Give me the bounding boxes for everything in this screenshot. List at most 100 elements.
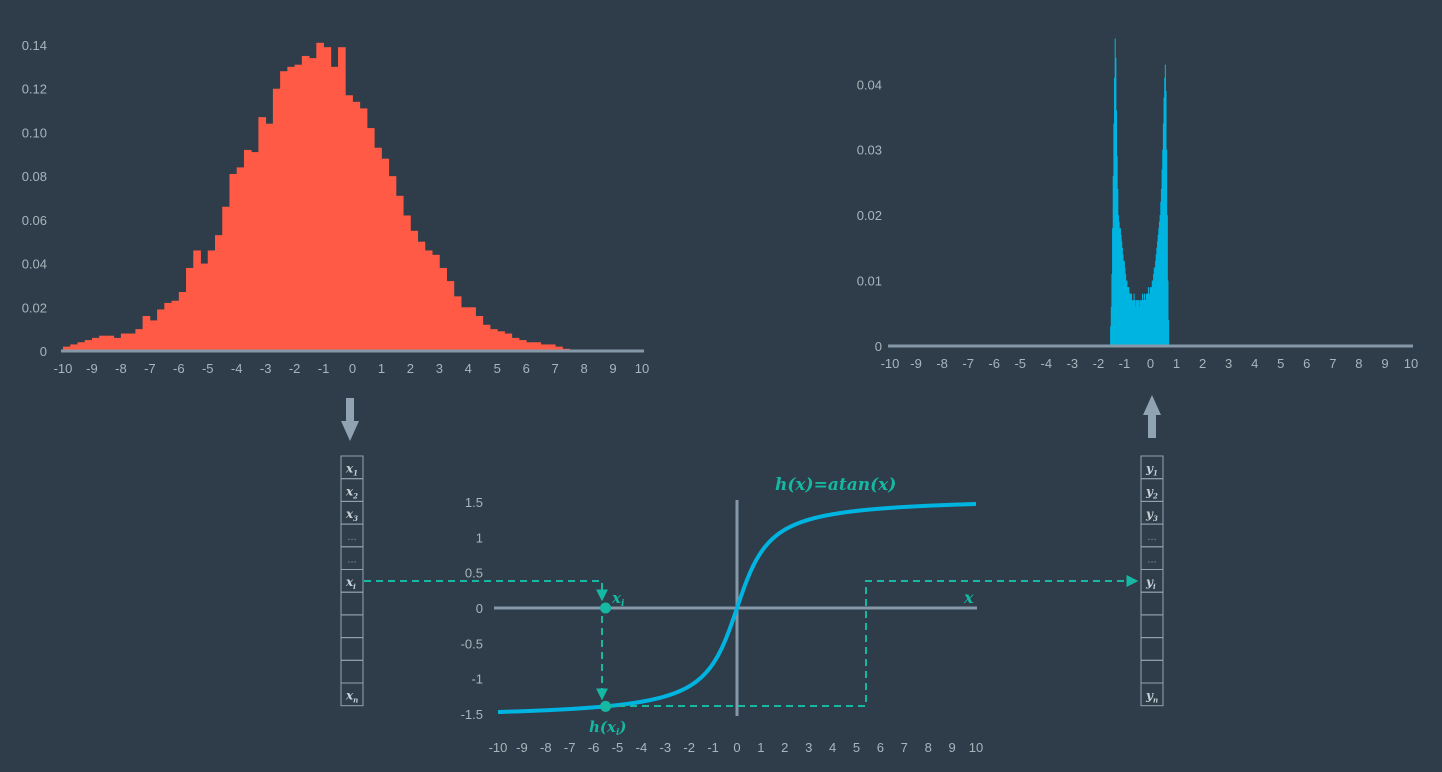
input-vector-cell-label: xi xyxy=(345,575,356,591)
histogram-bar xyxy=(1110,306,1112,346)
y-tick-label: 0.04 xyxy=(857,77,882,92)
histogram-bar xyxy=(424,250,433,351)
histogram-bar xyxy=(1155,254,1157,346)
histogram-bar xyxy=(504,333,513,351)
y-tick-label: 0 xyxy=(476,601,483,616)
histogram-bar xyxy=(1151,287,1153,346)
x-tick-label: 0 xyxy=(349,361,356,376)
x-tick-label: -9 xyxy=(910,356,922,371)
histogram-bar xyxy=(1166,149,1168,346)
histogram-bar xyxy=(482,324,491,351)
y-tick-label: 0.02 xyxy=(22,300,47,315)
x-tick-label: -2 xyxy=(683,740,695,755)
y-tick-label: 0.01 xyxy=(857,274,882,289)
histogram-bar xyxy=(294,64,303,352)
histogram-bar xyxy=(1138,306,1140,346)
x-tick-label: 4 xyxy=(1251,356,1258,371)
input-vector-cell xyxy=(340,591,364,616)
x-tick-label: 4 xyxy=(829,740,836,755)
histogram-bar xyxy=(1140,300,1142,346)
histogram-bar xyxy=(1161,169,1163,346)
histogram-bar xyxy=(1126,280,1128,346)
histogram-bar xyxy=(200,263,209,351)
x-tick-label: 9 xyxy=(948,740,955,755)
output-vector-cell-label: y3 xyxy=(1145,507,1158,523)
x-tick-label: -7 xyxy=(962,356,974,371)
x-tick-label: -4 xyxy=(1041,356,1053,371)
x-tick-label: -10 xyxy=(881,356,900,371)
x-tick-label: -5 xyxy=(1014,356,1026,371)
histogram-bar xyxy=(1124,267,1126,346)
histogram-bar xyxy=(1119,228,1121,346)
histogram-bar xyxy=(214,235,223,351)
y-tick-label: 0.03 xyxy=(857,143,882,158)
x-tick-label: 2 xyxy=(1199,356,1206,371)
histogram-bar xyxy=(1129,293,1131,346)
y-tick-label: 0.08 xyxy=(22,169,47,184)
histogram-bar xyxy=(526,342,534,351)
function-title: h(x)=atan(x) xyxy=(775,475,896,495)
x-tick-label: -3 xyxy=(1067,356,1079,371)
histogram-bar xyxy=(120,333,129,351)
histogram-bar xyxy=(77,342,86,351)
histogram-bar xyxy=(1134,306,1136,346)
y-tick-label: -0.5 xyxy=(461,636,483,651)
x-tick-label: -4 xyxy=(636,740,648,755)
input-vector-ellipsis: ... xyxy=(347,531,356,543)
input-histogram: -10 -9 -8 -7 -6 -5 -4 -3 -2 -1 0 1 2 3 4 5 6 7 8 9 1000.020.… xyxy=(22,38,650,376)
histogram-bar xyxy=(243,149,252,351)
x-tick-label: 7 xyxy=(1329,356,1336,371)
histogram-bar xyxy=(547,344,556,351)
histogram-bar xyxy=(1128,287,1130,346)
output-vector-cell xyxy=(1140,591,1164,616)
histogram-bar xyxy=(280,71,288,351)
histogram-bar xyxy=(330,66,339,351)
y-tick-label: -1 xyxy=(471,672,483,687)
histogram-bar xyxy=(1131,300,1133,346)
histogram-bar xyxy=(128,333,136,351)
histogram-bar xyxy=(1153,267,1155,346)
x-tick-label: -2 xyxy=(1093,356,1105,371)
histogram-bar xyxy=(301,55,310,352)
x-tick-label: 3 xyxy=(1225,356,1232,371)
histogram-bar xyxy=(1136,300,1138,346)
x-tick-label: -1 xyxy=(318,361,330,376)
x-tick-label: -8 xyxy=(936,356,948,371)
output-vector-cell-label: y2 xyxy=(1145,484,1158,500)
histogram-bar xyxy=(1158,228,1160,346)
histogram-bar xyxy=(1155,260,1157,346)
x-tick-label: -3 xyxy=(660,740,672,755)
histogram-bar xyxy=(533,342,542,351)
x-tick-label: 6 xyxy=(523,361,530,376)
histogram-bar xyxy=(395,195,404,351)
histogram-bar xyxy=(258,117,267,351)
histogram-bar xyxy=(497,331,505,351)
output-vector-cell xyxy=(1140,614,1164,639)
output-vector-ellipsis: ... xyxy=(1147,531,1156,543)
x-tick-label: 1 xyxy=(378,361,385,376)
histogram-bar xyxy=(272,88,281,351)
histogram-bar xyxy=(229,173,238,351)
output-vector-cell xyxy=(1140,637,1164,661)
sample-input-point xyxy=(600,602,612,614)
histogram-bar xyxy=(1115,110,1118,347)
histogram-bar xyxy=(1119,228,1121,346)
histogram-bar xyxy=(135,329,144,351)
x-tick-label: 8 xyxy=(1355,356,1362,371)
histogram-bar xyxy=(63,346,71,351)
histogram-bar xyxy=(1150,287,1152,346)
y-tick-label: 0 xyxy=(40,344,47,359)
histogram-bar xyxy=(1117,215,1119,346)
histogram-bar xyxy=(1157,241,1159,346)
histogram-bar xyxy=(1167,280,1169,346)
histogram-bar xyxy=(1121,241,1123,346)
output-histogram: -10 -9 -8 -7 -6 -5 -4 -3 -2 -1 0 1 2 3 4 5 6 7 8 9 1000.010.… xyxy=(857,38,1418,371)
x-tick-label: -9 xyxy=(86,361,98,376)
histogram-bar xyxy=(1152,280,1154,346)
histogram-bar xyxy=(1165,90,1167,346)
x-tick-label: -1 xyxy=(1119,356,1131,371)
x-tick-label: 1 xyxy=(1173,356,1180,371)
histogram-bar xyxy=(381,158,390,351)
x-tick-label: 6 xyxy=(877,740,884,755)
